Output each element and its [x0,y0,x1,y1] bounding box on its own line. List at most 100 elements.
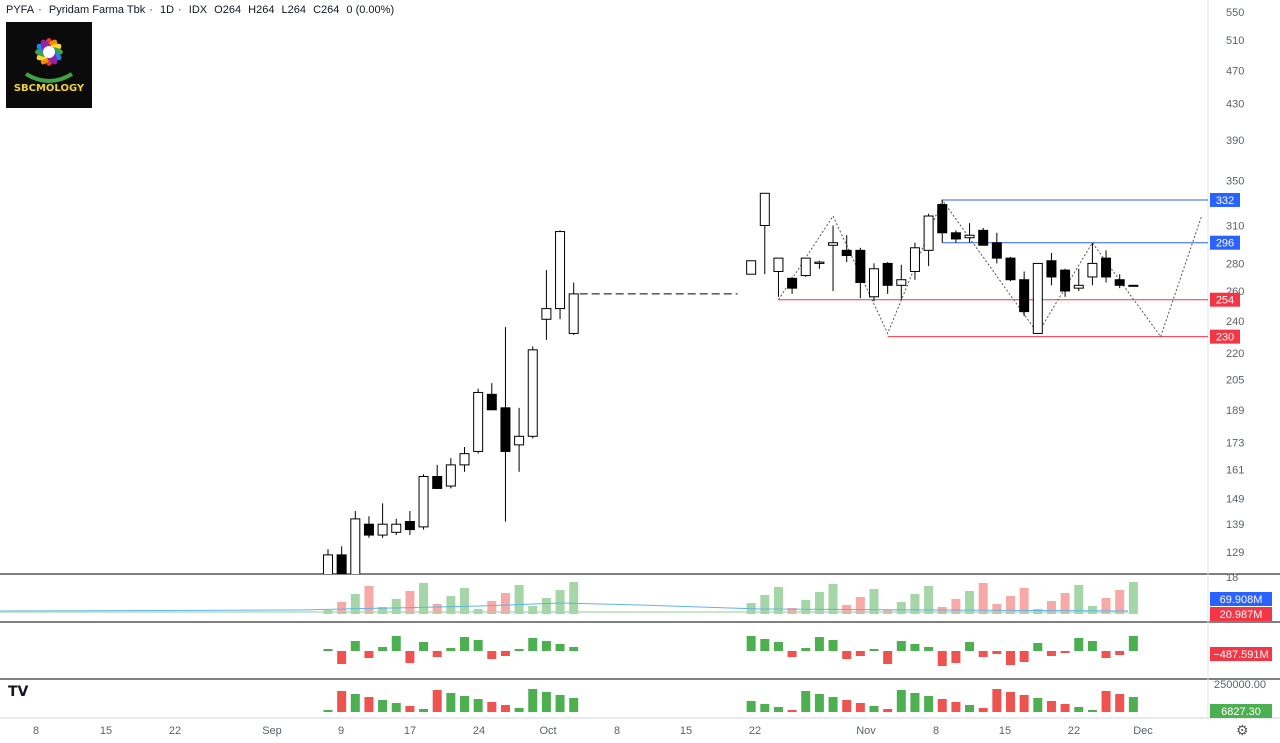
candle-body [964,234,975,239]
osc1-bar [378,647,388,651]
candle-body [855,249,866,284]
osc2-bar [746,701,756,712]
candle-body [869,268,879,298]
osc1-bar [801,648,811,651]
tradingview-logo[interactable]: TV [8,684,29,700]
osc1-bar [760,639,770,651]
price-axis-label: 149 [1226,493,1244,505]
gear-icon[interactable]: ⚙ [1236,722,1249,738]
symbol[interactable]: PYFA [6,4,35,16]
time-axis-label: 17 [404,725,416,737]
level-label: 296 [1216,238,1234,250]
volume-bar [432,604,442,614]
ohlc-high: H264 [248,4,275,16]
price-axis-label: 280 [1226,258,1244,270]
osc2-bar [350,694,360,712]
osc1-bar [528,638,538,651]
osc2-bar [555,695,565,712]
osc2-bar [965,705,975,712]
osc1-bar [910,644,920,651]
osc1-bar [924,647,934,651]
candle-body [841,249,852,257]
osc1-bar [1060,651,1070,653]
volume-bar [760,595,770,614]
time-axis-label: Dec [1133,725,1153,737]
volume-bar [801,600,811,614]
volume-bar [337,602,347,614]
volume-bar [1101,598,1111,614]
interval[interactable]: 1D [159,4,175,16]
candle-body [1046,260,1057,278]
osc2-bar [1019,695,1029,712]
osc1-bar [828,640,838,651]
osc2-bar [1087,710,1097,712]
volume-bar [378,607,388,614]
osc1-bar [896,641,906,651]
level-badge [1210,292,1240,307]
company-name: Pyridam Farma Tbk [48,4,146,16]
volume-bar [910,594,920,614]
volume-value: 69.908M [1220,594,1263,606]
osc1-bar [1115,651,1125,655]
price-axis-label: 310 [1226,221,1244,233]
candle-body [350,518,361,574]
volume-bar [869,589,879,614]
volume-bar [514,585,524,614]
osc1-bar [419,642,429,651]
osc1-bar [460,637,469,651]
candle-body [787,277,798,289]
osc2-bar [405,706,415,712]
price-axis-label: 390 [1226,135,1244,147]
volume-bar [419,583,429,614]
osc2-bar [1060,704,1070,712]
osc1-bar [569,647,579,651]
candle-body [1019,279,1030,313]
price-axis-label: 173 [1226,438,1244,450]
osc2-bar [364,697,374,712]
volume-bar [541,598,551,614]
exchange: IDX [188,4,208,16]
osc2-bar [432,690,442,712]
volume-bar [773,587,783,614]
osc2-bar [924,696,934,712]
volume-bar [924,586,934,614]
volume-ma-value-badge [1210,607,1272,621]
volume-bar [1115,590,1125,614]
candle-body [486,393,497,411]
osc1-bar [555,644,565,651]
osc2-bar [487,702,497,712]
price-axis-label: 161 [1226,464,1244,476]
candle-body [1032,262,1043,334]
price-axis-label: 240 [1226,316,1244,328]
osc2-bar [814,694,824,712]
osc2-bar [446,693,456,712]
volume-bar [896,602,906,614]
osc1-bar [773,642,783,651]
osc2-bar [773,707,783,712]
volume-bar [855,597,865,614]
osc2-bar [787,710,797,712]
candle-body [1087,262,1098,278]
time-axis-label: 8 [33,725,39,737]
candle-body [541,308,552,320]
volume-bar [965,591,975,614]
time-axis-label: 9 [338,725,344,737]
osc2-bar [378,700,388,712]
price-axis-label: 430 [1226,99,1244,111]
time-axis-label: 8 [614,725,620,737]
osc1-bar [405,651,415,663]
osc1-bar [951,651,961,663]
time-axis-label: Sep [262,725,282,737]
osc2-bar [855,703,865,712]
osc1-bar [855,651,865,656]
candle-body [746,260,757,275]
candle-body [404,521,415,531]
osc1-bar [1033,643,1043,651]
candle-body [773,257,784,272]
volume-value-badge [1210,592,1272,606]
osc2-bar [1046,701,1056,712]
volume-bar [1019,588,1029,614]
osc1-value-badge [1210,647,1272,661]
osc1-bar [883,651,893,664]
